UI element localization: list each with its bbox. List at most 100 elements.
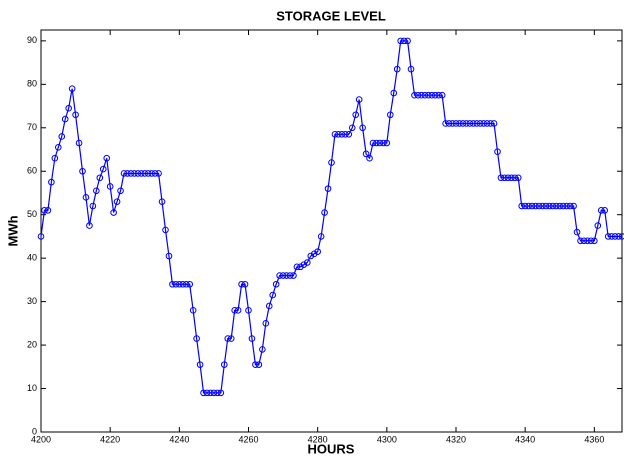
- marker: [483, 120, 491, 127]
- marker: [324, 185, 332, 192]
- marker: [300, 261, 308, 268]
- y-axis-label: MWh: [5, 215, 20, 246]
- marker: [262, 320, 270, 327]
- marker: [411, 91, 418, 99]
- marker: [521, 202, 529, 210]
- marker: [297, 263, 304, 271]
- marker: [106, 183, 114, 190]
- x-tick-label: 4260: [238, 434, 258, 444]
- marker: [117, 187, 124, 195]
- marker: [580, 237, 588, 245]
- marker: [425, 91, 432, 99]
- marker: [508, 174, 515, 182]
- marker: [542, 202, 550, 210]
- x-axis-label: HOURS: [308, 441, 355, 456]
- marker: [618, 233, 624, 240]
- marker: [238, 280, 245, 288]
- marker: [338, 131, 346, 138]
- y-tick-label: 60: [27, 166, 37, 176]
- x-tick-label: 4340: [515, 434, 535, 444]
- marker: [345, 131, 353, 138]
- marker: [186, 280, 194, 288]
- marker: [72, 111, 79, 119]
- marker: [99, 165, 107, 173]
- line: [40, 40, 622, 394]
- x-tick-label: 4240: [169, 434, 189, 444]
- marker: [438, 91, 446, 99]
- marker: [546, 202, 553, 210]
- marker: [176, 280, 183, 288]
- marker: [259, 346, 266, 353]
- marker: [469, 120, 477, 127]
- marker: [210, 389, 218, 397]
- marker: [480, 120, 487, 127]
- marker: [504, 174, 512, 182]
- marker: [293, 263, 301, 271]
- marker: [182, 280, 190, 288]
- y-tick-label: 20: [27, 339, 37, 349]
- marker: [352, 111, 360, 119]
- marker: [200, 389, 207, 397]
- x-tick-label: 4300: [377, 434, 397, 444]
- marker: [452, 120, 460, 127]
- y-tick-label: 40: [27, 253, 37, 263]
- marker: [290, 272, 297, 279]
- marker: [549, 202, 557, 210]
- marker: [594, 222, 602, 229]
- marker: [331, 131, 339, 138]
- marker: [283, 272, 290, 279]
- marker: [393, 65, 401, 73]
- marker: [359, 124, 366, 132]
- marker: [303, 259, 311, 266]
- marker: [137, 170, 145, 177]
- marker: [207, 389, 214, 397]
- marker: [241, 280, 249, 288]
- marker: [428, 91, 436, 99]
- marker: [608, 233, 615, 240]
- marker: [103, 154, 111, 162]
- x-tick-label: 4360: [584, 434, 604, 444]
- marker: [189, 307, 197, 314]
- marker: [604, 233, 612, 240]
- marker: [224, 335, 232, 342]
- marker: [615, 233, 622, 240]
- y-tick-label: 90: [27, 35, 37, 45]
- marker: [414, 91, 422, 99]
- marker: [511, 174, 519, 182]
- marker: [203, 389, 211, 397]
- marker: [518, 202, 526, 210]
- marker: [169, 280, 176, 288]
- marker: [449, 120, 456, 127]
- marker: [317, 233, 325, 240]
- marker: [463, 120, 470, 127]
- marker: [532, 202, 539, 210]
- marker: [93, 187, 100, 195]
- marker: [355, 96, 363, 103]
- marker: [217, 389, 225, 397]
- marker: [497, 174, 505, 182]
- marker: [265, 302, 273, 310]
- marker: [162, 226, 169, 234]
- marker: [390, 89, 398, 97]
- marker: [525, 202, 532, 210]
- marker: [110, 209, 117, 216]
- marker: [570, 202, 577, 210]
- marker: [127, 170, 135, 177]
- marker: [65, 104, 72, 112]
- marker: [310, 250, 318, 258]
- marker: [124, 170, 131, 177]
- marker: [151, 170, 159, 177]
- marker: [535, 202, 543, 210]
- marker: [501, 174, 508, 182]
- marker: [584, 237, 591, 245]
- marker: [566, 202, 574, 210]
- marker: [48, 178, 55, 186]
- marker: [155, 170, 162, 177]
- marker: [86, 222, 93, 229]
- marker: [89, 202, 97, 210]
- marker: [231, 307, 238, 314]
- marker: [539, 202, 546, 210]
- marker: [321, 209, 328, 216]
- marker: [248, 335, 256, 342]
